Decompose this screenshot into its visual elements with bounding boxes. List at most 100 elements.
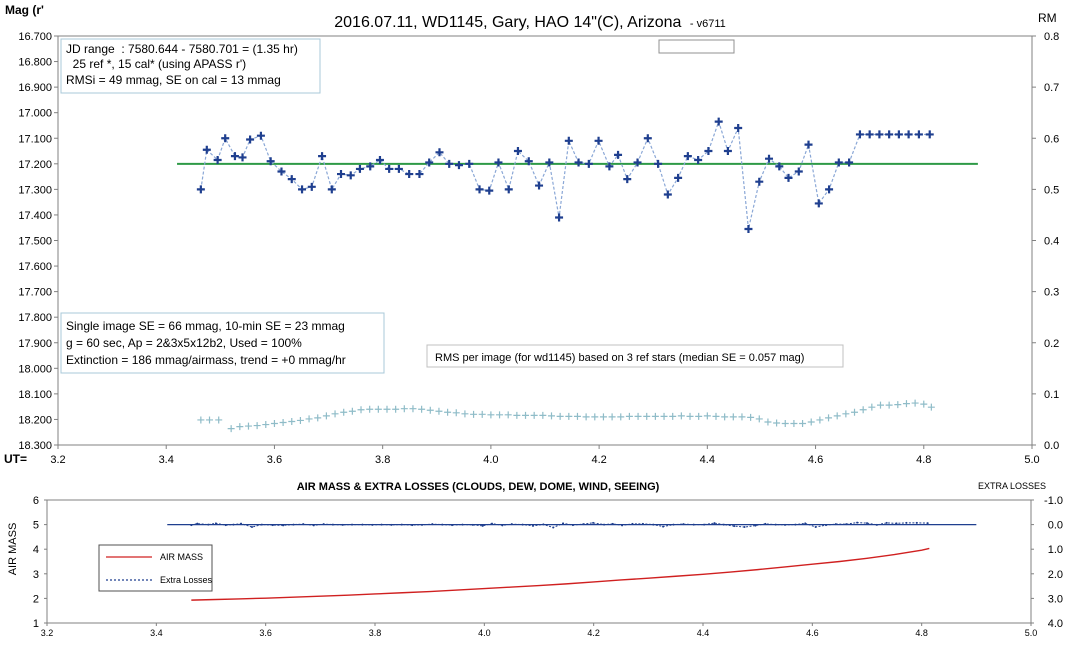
extra-losses-point (926, 522, 929, 525)
magnitude-point (914, 130, 923, 139)
y-left-tick-label: 17.300 (18, 184, 52, 196)
rms-point (435, 407, 443, 415)
y-left-tick-label: 17.400 (18, 210, 52, 222)
rms-point (868, 403, 876, 411)
magnitude-point (196, 185, 205, 194)
extra-losses-point (461, 523, 464, 526)
magnitude-point (287, 175, 296, 184)
extra-losses-point (441, 523, 444, 526)
y-left-tick-label: 17.600 (18, 261, 52, 273)
rms-point (721, 413, 729, 421)
rms-point (539, 411, 547, 419)
rms-point (894, 401, 902, 409)
legend-label-air-mass: AIR MASS (160, 552, 203, 562)
rms-point (686, 412, 694, 420)
y-axis-label-right: RM (1038, 11, 1057, 25)
info-line-exposure: g = 60 sec, Ap = 2&3x5x12b2, Used = 100% (66, 336, 302, 350)
extra-losses-point (754, 524, 757, 527)
y-left-tick-label: 18.200 (18, 414, 52, 426)
extra-losses-point (845, 523, 848, 526)
magnitude-point (925, 130, 934, 139)
extra-losses-point (421, 523, 424, 526)
extra-losses-point (232, 523, 235, 526)
x-tick-label: 4.8 (916, 454, 931, 466)
magnitude-point (564, 136, 573, 145)
extra-losses-point (672, 523, 675, 526)
rms-point (279, 419, 287, 427)
x-tick-label: 4.2 (591, 454, 606, 466)
extra-losses-point (240, 522, 243, 525)
rms-point (764, 418, 772, 426)
extra-losses-point (190, 524, 193, 527)
magnitude-point (535, 181, 544, 190)
magnitude-point (694, 155, 703, 164)
magnitude-point (238, 153, 247, 162)
info-line-se: Single image SE = 66 mmag, 10-min SE = 2… (66, 319, 345, 333)
magnitude-point (385, 164, 394, 173)
bottom-y-left-tick-label: 1 (33, 618, 39, 630)
y-right-tick-label: 0.8 (1044, 31, 1059, 43)
extra-losses-point (322, 523, 325, 526)
extra-losses-point (784, 523, 786, 526)
extra-losses-point (713, 522, 716, 525)
y-left-tick-label: 17.100 (18, 133, 52, 145)
extra-losses-point (621, 524, 624, 527)
x-tick-label: 5.0 (1024, 454, 1039, 466)
rms-point (573, 412, 581, 420)
magnitude-point (623, 175, 632, 184)
rms-point (348, 407, 356, 415)
rms-point (755, 415, 763, 423)
rms-point (876, 401, 884, 409)
bottom-x-tick-label: 3.2 (41, 628, 54, 638)
magnitude-point (524, 157, 533, 166)
rms-point (322, 412, 330, 420)
y-left-tick-label: 17.000 (18, 108, 52, 120)
magnitude-point (814, 199, 823, 208)
bottom-x-tick-label: 3.4 (150, 628, 163, 638)
rms-point (669, 412, 677, 420)
y-left-tick-label: 17.900 (18, 338, 52, 350)
magnitude-point (704, 147, 713, 156)
magnitude-point (894, 130, 903, 139)
rms-point (409, 405, 417, 413)
extra-losses-point (214, 522, 217, 525)
magnitude-point (734, 124, 743, 133)
magnitude-point (643, 134, 652, 143)
rms-point (374, 405, 382, 413)
extra-losses-point (341, 523, 344, 526)
rms-point (677, 412, 685, 420)
rms-point (227, 425, 235, 433)
extra-losses-point (641, 522, 644, 525)
rms-point (418, 405, 426, 413)
bottom-y-left-tick-label: 6 (33, 495, 39, 507)
magnitude-point (904, 130, 913, 139)
extra-losses-point (703, 523, 706, 526)
extra-losses-point (521, 523, 524, 526)
rms-point (366, 405, 374, 413)
extra-losses-point (510, 523, 513, 526)
extra-losses-point (834, 523, 837, 526)
extra-losses-point (743, 526, 746, 529)
extra-losses-point (603, 523, 606, 526)
rms-label: RMS per image (for wd1145) based on 3 re… (435, 352, 804, 364)
magnitude-point (855, 130, 864, 139)
x-tick-label: 3.8 (375, 454, 390, 466)
rms-point (392, 405, 400, 413)
bottom-y-left-tick-label: 5 (33, 520, 39, 532)
rms-point (920, 400, 928, 408)
x-tick-label: 4.0 (483, 454, 498, 466)
extra-losses-point (312, 524, 315, 527)
extra-losses-point (611, 522, 614, 525)
magnitude-point (545, 158, 554, 167)
rms-point (513, 411, 521, 419)
extra-losses-point (531, 524, 534, 527)
rms-point (833, 412, 841, 420)
bottom-x-tick-label: 3.6 (259, 628, 272, 638)
bottom-x-tick-label: 5.0 (1025, 628, 1038, 638)
y-right-tick-label: 0.1 (1044, 389, 1059, 401)
magnitude-point (485, 186, 494, 195)
bottom-y-right-tick-label: -1.0 (1044, 495, 1063, 507)
rms-point (305, 415, 313, 423)
magnitude-point (494, 158, 503, 167)
y-left-tick-label: 17.200 (18, 159, 52, 171)
